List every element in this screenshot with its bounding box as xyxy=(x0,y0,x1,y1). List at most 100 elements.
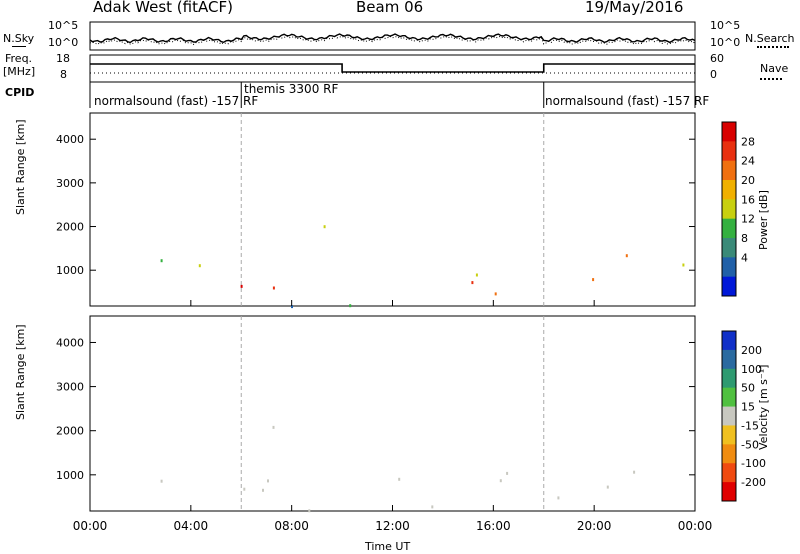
velocity-scale-label: Velocity [m s⁻¹] xyxy=(757,364,770,450)
colorbar-swatch xyxy=(722,463,736,483)
freq-panel-frame xyxy=(89,54,696,83)
cpid-segment-2: themis 3300 RF xyxy=(244,82,339,96)
colorbar-swatch xyxy=(722,368,736,389)
station-title: Adak West (fitACF) xyxy=(93,0,233,16)
echo-cell xyxy=(349,304,352,308)
colorbar-tick-label: 50 xyxy=(741,382,755,395)
colorbar-tick-label: -50 xyxy=(741,438,759,451)
echo-cell xyxy=(494,292,497,296)
colorbar-frame xyxy=(721,121,737,297)
colorbar-tick-label: 200 xyxy=(741,344,762,357)
echo-cell xyxy=(160,259,163,263)
echo-cell xyxy=(625,254,628,258)
date-title: 19/May/2016 xyxy=(585,0,684,16)
xaxis-title: Time UT xyxy=(365,540,411,553)
power-heatmap xyxy=(160,225,685,309)
echo-cell xyxy=(592,278,595,282)
colorbar-tick-label: 12 xyxy=(741,213,755,226)
echo-cell xyxy=(308,509,311,513)
colorbar-tick-label: -15 xyxy=(741,419,759,432)
nave-label: Nave xyxy=(760,62,789,75)
echo-cell xyxy=(323,225,326,229)
colorbar-tick-label: 24 xyxy=(741,155,755,168)
colorbar-swatch xyxy=(722,349,736,370)
colorbar-swatch xyxy=(722,238,736,258)
velocity-heatmap xyxy=(160,425,636,513)
colorbar-swatch xyxy=(722,331,736,351)
colorbar-swatch xyxy=(722,425,736,445)
freq-unit: [MHz] xyxy=(3,65,36,78)
colorbar-swatch xyxy=(722,406,736,426)
freq-label: Freq. xyxy=(5,52,33,65)
x-tick-label: 20:00 xyxy=(577,519,612,533)
colorbar-swatch xyxy=(722,482,736,502)
colorbar-swatch xyxy=(722,218,736,239)
x-tick-label: 08:00 xyxy=(274,519,309,533)
x-tick-label: 00:00 xyxy=(73,519,108,533)
colorbar-swatch xyxy=(722,122,736,142)
colorbar-swatch xyxy=(722,141,736,162)
colorbar-tick-label: 4 xyxy=(741,251,748,264)
colorbar-swatch xyxy=(722,180,736,200)
colorbar-swatch xyxy=(722,444,736,464)
x-tick-label: 16:00 xyxy=(476,519,511,533)
nsearch-legend-line xyxy=(757,46,789,48)
echo-cell xyxy=(272,286,275,290)
y-tick-label: 1000 xyxy=(56,264,84,277)
colorbar-swatch xyxy=(722,387,736,408)
echo-cell xyxy=(272,425,275,429)
heatmap-frame xyxy=(89,112,696,307)
nsearch-tick-high: 10^5 xyxy=(710,19,741,32)
colorbar-tick-label: 8 xyxy=(741,232,748,245)
echo-cell xyxy=(243,487,246,491)
colorbar-swatch xyxy=(722,276,736,297)
nsearch-tick-low: 10^0 xyxy=(710,36,741,49)
echo-cell xyxy=(506,471,509,475)
echo-cell xyxy=(431,505,434,509)
x-tick-label: 12:00 xyxy=(375,519,410,533)
power-scale-label: Power [dB] xyxy=(757,190,770,250)
nave-legend-line xyxy=(760,78,782,80)
y-tick-label: 3000 xyxy=(56,381,84,394)
nsky-panel-frame xyxy=(89,21,696,51)
freq-tick-low: 8 xyxy=(60,68,67,81)
freq-trace xyxy=(90,63,695,73)
nsky-legend-line xyxy=(12,46,26,47)
colorbar-tick-label: 20 xyxy=(741,174,755,187)
y-tick-label: 1000 xyxy=(56,469,84,482)
echo-cell xyxy=(240,284,243,288)
colorbar-swatch xyxy=(722,257,736,278)
beam-title: Beam 06 xyxy=(356,0,424,16)
nsky-trace xyxy=(89,33,696,44)
colorbar-swatch xyxy=(722,199,736,220)
echo-cell xyxy=(682,263,685,267)
nave-tick-low: 0 xyxy=(710,68,717,81)
echo-cell xyxy=(471,281,474,285)
colorbar-tick-label: 100 xyxy=(741,363,762,376)
y-tick-label: 2000 xyxy=(56,425,84,438)
nsky-tick-high: 10^5 xyxy=(48,19,79,32)
x-tick-label: 04:00 xyxy=(174,519,209,533)
y-tick-label: 2000 xyxy=(56,221,84,234)
echo-cell xyxy=(633,470,636,474)
echo-cell xyxy=(291,305,293,309)
colorbar-tick-label: 28 xyxy=(741,135,755,148)
y-tick-label: 3000 xyxy=(56,177,84,190)
velocity-ylabel: Slant Range [km] xyxy=(14,324,27,420)
x-tick-label: 00:00 xyxy=(678,519,713,533)
cpid-segment-1: normalsound (fast) -157 RF xyxy=(94,94,259,108)
colorbar-tick-label: 16 xyxy=(741,193,755,206)
echo-cell xyxy=(606,485,609,489)
nsky-label: N.Sky xyxy=(3,32,35,45)
nsky-tick-low: 10^0 xyxy=(48,36,79,49)
colorbar-frame xyxy=(721,330,737,502)
echo-cell xyxy=(398,477,401,481)
echo-cell xyxy=(198,264,201,268)
echo-cell xyxy=(475,273,478,277)
colorbar-tick-label: 15 xyxy=(741,401,755,414)
nsearch-trace xyxy=(89,35,696,46)
cpid-segment-3: normalsound (fast) -157 RF xyxy=(545,94,710,108)
echo-cell xyxy=(557,496,560,500)
colorbar-swatch xyxy=(722,160,736,181)
